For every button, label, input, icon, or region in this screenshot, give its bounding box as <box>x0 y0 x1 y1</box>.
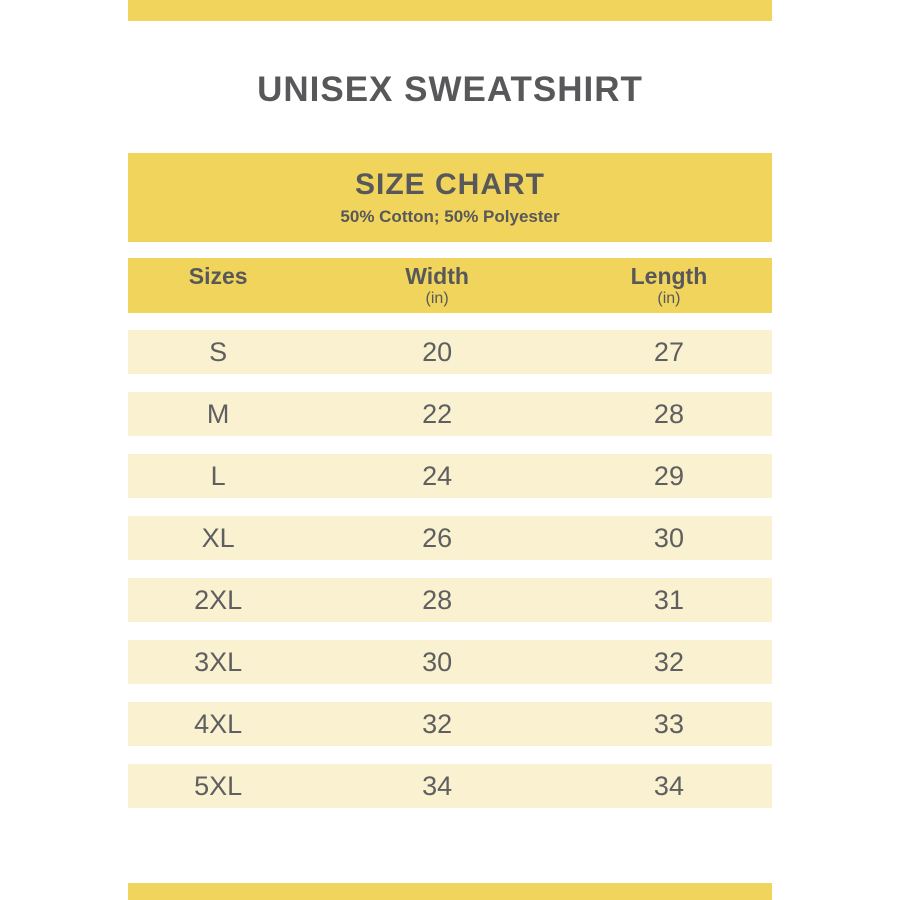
table-row: S 20 27 <box>128 330 772 374</box>
size-cell: 3XL <box>194 646 243 677</box>
width-cell: 26 <box>422 522 453 553</box>
size-cell: 2XL <box>194 584 243 615</box>
length-cell: 31 <box>653 584 684 615</box>
column-unit: (in) <box>657 290 681 307</box>
page-title: UNISEX SWEATSHIRT <box>257 70 643 109</box>
length-cell: 34 <box>653 770 684 801</box>
content-column: UNISEX SWEATSHIRT SIZE CHART 50% Cotton;… <box>128 0 772 900</box>
length-cell: 28 <box>653 398 684 429</box>
column-label: Width <box>405 263 469 289</box>
table-row: 2XL 28 31 <box>128 578 772 622</box>
size-cell: 4XL <box>194 708 243 739</box>
table-row: 4XL 32 33 <box>128 702 772 746</box>
size-cell: M <box>206 398 230 429</box>
length-cell: 29 <box>653 460 684 491</box>
length-cell: 32 <box>653 646 684 677</box>
table-row: 3XL 30 32 <box>128 640 772 684</box>
length-cell: 33 <box>653 708 684 739</box>
table-row: XL 26 30 <box>128 516 772 560</box>
bottom-accent-bar <box>128 883 772 900</box>
size-chart-banner: SIZE CHART 50% Cotton; 50% Polyester <box>128 153 772 242</box>
column-label: Sizes <box>188 263 248 289</box>
top-accent-bar <box>128 0 772 21</box>
column-header-width: Width (in) <box>308 263 566 308</box>
width-cell: 32 <box>422 708 453 739</box>
width-cell: 28 <box>422 584 453 615</box>
table-row: M 22 28 <box>128 392 772 436</box>
width-cell: 22 <box>422 398 453 429</box>
length-cell: 30 <box>653 522 684 553</box>
material-subtitle: 50% Cotton; 50% Polyester <box>340 207 560 226</box>
size-cell: XL <box>201 522 235 553</box>
width-cell: 30 <box>422 646 453 677</box>
column-unit: (in) <box>425 290 449 307</box>
column-header-length: Length (in) <box>566 263 772 308</box>
table-row: L 24 29 <box>128 454 772 498</box>
size-cell: L <box>210 460 226 491</box>
column-header-sizes: Sizes <box>128 263 308 289</box>
width-cell: 34 <box>422 770 453 801</box>
length-cell: 27 <box>653 336 684 367</box>
size-cell: 5XL <box>194 770 243 801</box>
table-row: 5XL 34 34 <box>128 764 772 808</box>
table-body: S 20 27 M 22 28 L 24 29 XL 26 30 2XL 28 <box>128 330 772 808</box>
size-chart-title: SIZE CHART <box>355 168 545 201</box>
width-cell: 24 <box>422 460 453 491</box>
size-cell: S <box>209 336 228 367</box>
table-header-row: Sizes Width (in) Length (in) <box>128 258 772 313</box>
column-label: Length <box>630 263 708 289</box>
width-cell: 20 <box>422 336 453 367</box>
